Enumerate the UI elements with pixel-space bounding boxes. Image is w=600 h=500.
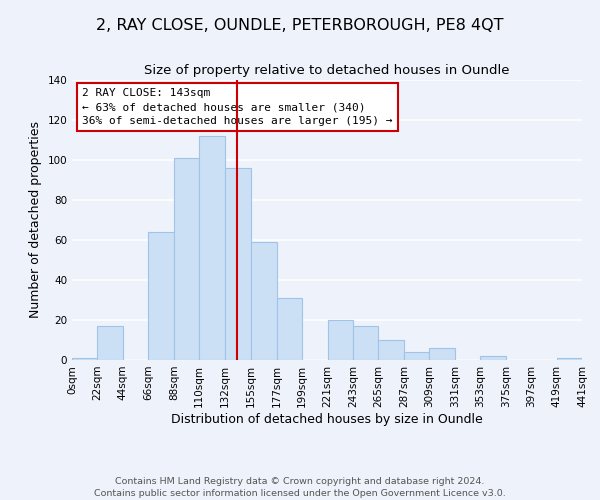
Bar [557, 358, 582, 360]
Bar [224, 168, 251, 360]
Text: 2 RAY CLOSE: 143sqm
← 63% of detached houses are smaller (340)
36% of semi-detac: 2 RAY CLOSE: 143sqm ← 63% of detached ho… [82, 88, 392, 126]
Bar [430, 348, 455, 360]
Y-axis label: Number of detached properties: Number of detached properties [29, 122, 42, 318]
Bar [148, 232, 174, 360]
Bar [199, 136, 224, 360]
Text: 2, RAY CLOSE, OUNDLE, PETERBOROUGH, PE8 4QT: 2, RAY CLOSE, OUNDLE, PETERBOROUGH, PE8 … [96, 18, 504, 32]
Text: Contains HM Land Registry data © Crown copyright and database right 2024.
Contai: Contains HM Land Registry data © Crown c… [94, 476, 506, 498]
Bar [277, 298, 302, 360]
Bar [97, 326, 123, 360]
Bar [353, 326, 379, 360]
Bar [379, 340, 404, 360]
Bar [251, 242, 277, 360]
Bar [72, 358, 97, 360]
X-axis label: Distribution of detached houses by size in Oundle: Distribution of detached houses by size … [171, 412, 483, 426]
Bar [174, 158, 199, 360]
Bar [404, 352, 430, 360]
Title: Size of property relative to detached houses in Oundle: Size of property relative to detached ho… [144, 64, 510, 78]
Bar [480, 356, 506, 360]
Bar [328, 320, 353, 360]
